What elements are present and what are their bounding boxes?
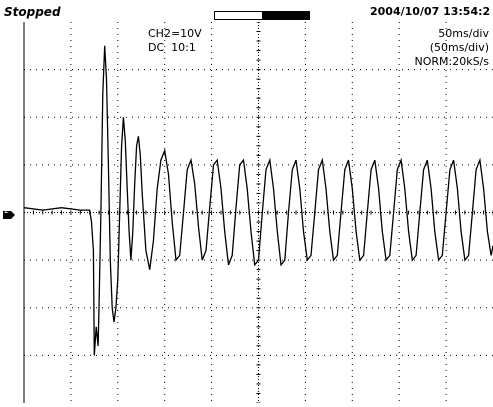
channel-ground-marker[interactable]: 2	[3, 206, 15, 219]
channel-scale-readout: CH2=10V	[148, 27, 202, 40]
ground-marker-label: 2	[4, 206, 9, 215]
waveform-display[interactable]: 2 CH2=10V DC 10:1 50ms/div (50ms/div) NO…	[0, 21, 493, 404]
date-time-readout: 2004/10/07 13:54:2	[370, 5, 491, 18]
waveform-plot[interactable]: 2	[0, 21, 493, 404]
memory-position-bar	[214, 11, 310, 20]
top-status-bar: Stopped 2004/10/07 13:54:2	[0, 0, 493, 22]
time-div-readout: 50ms/div	[438, 27, 489, 40]
time-div-paren-readout: (50ms/div)	[429, 41, 489, 54]
ground-marker-arrow	[3, 211, 15, 219]
acquisition-status: Stopped	[4, 5, 61, 19]
acquisition-mode-readout: NORM:20kS/s	[414, 55, 489, 68]
memory-view-window	[262, 12, 309, 19]
ch2-trace	[23, 45, 493, 356]
channel-coupling-readout: DC 10:1	[148, 41, 196, 54]
